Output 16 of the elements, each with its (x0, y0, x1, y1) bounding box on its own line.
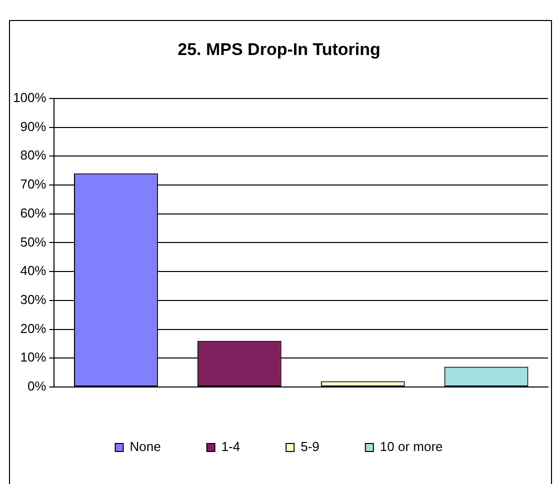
y-tick-label: 70% (20, 176, 47, 192)
y-tick-label: 80% (20, 148, 47, 163)
y-tick-label: 60% (20, 205, 47, 220)
y-tick-label: 10% (20, 350, 47, 365)
chart-title: 25. MPS Drop-In Tutoring (178, 40, 380, 59)
y-tick-label: 40% (20, 263, 47, 278)
y-tick-label: 30% (20, 292, 47, 307)
legend-label: 5-9 (300, 439, 320, 454)
y-tick-label: 100% (13, 90, 47, 105)
y-tick-label: 0% (27, 378, 47, 394)
y-tick-label: 20% (20, 320, 47, 336)
legend-label: None (130, 439, 161, 454)
legend-label: 1-4 (221, 439, 240, 454)
y-tick-label: 90% (20, 118, 47, 134)
legend-label: 10 or more (380, 439, 443, 454)
y-tick-label: 50% (20, 234, 47, 250)
